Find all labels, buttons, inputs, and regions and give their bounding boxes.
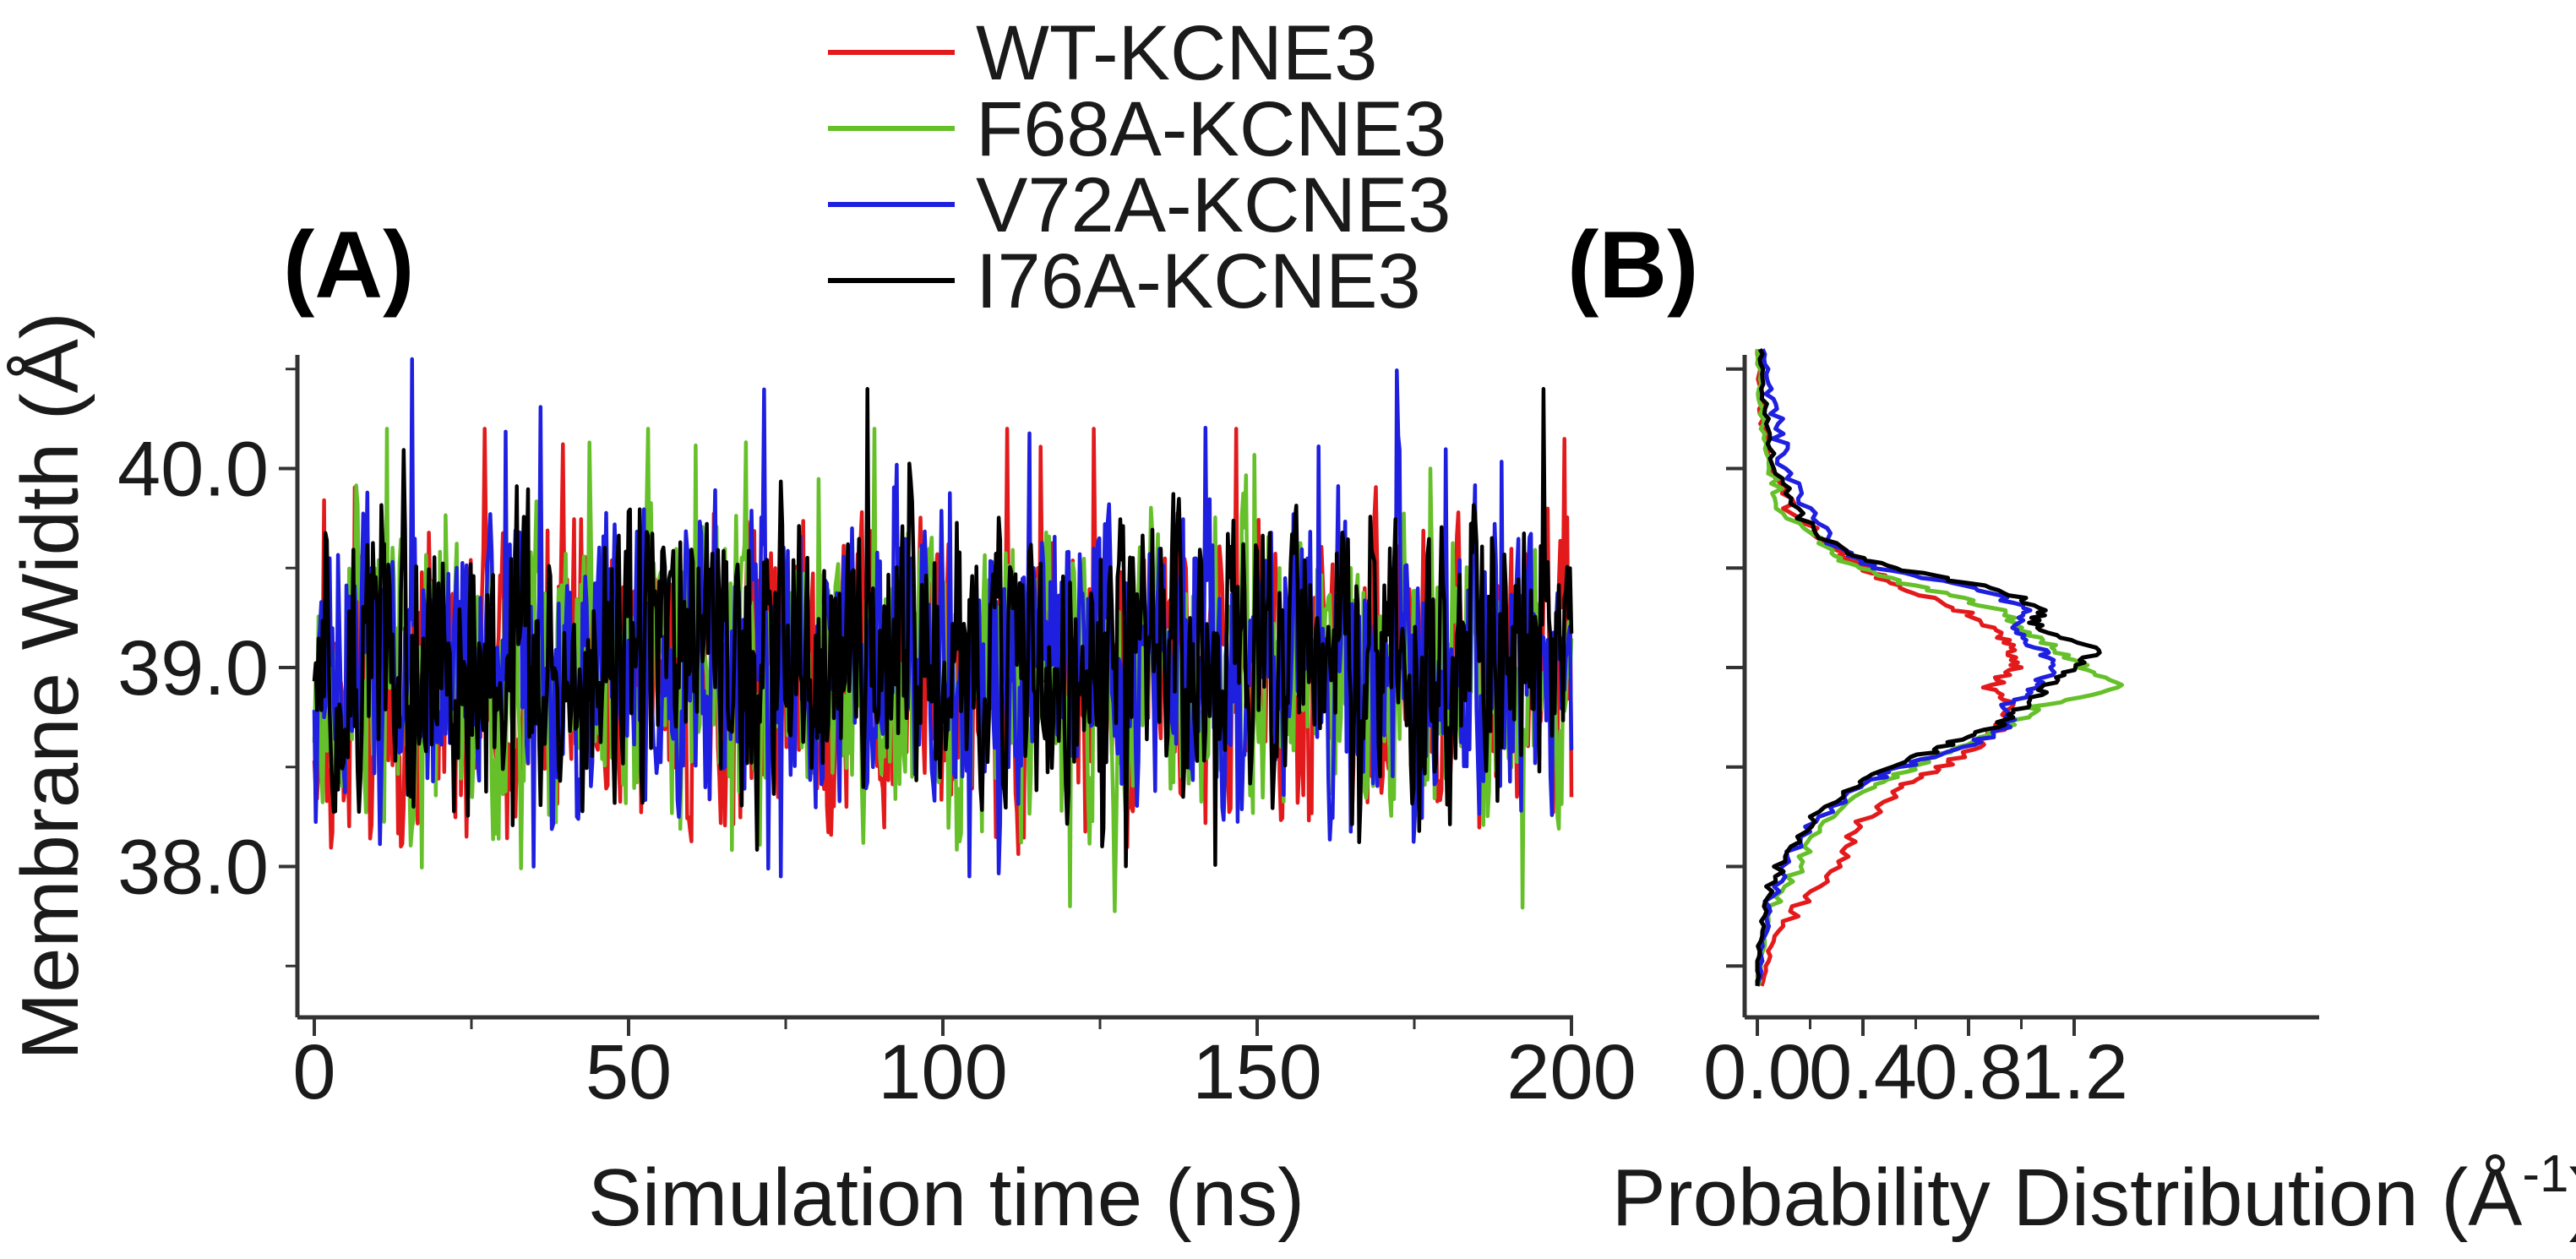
panel-b-series-group (1755, 348, 2124, 988)
panel-a-y-tick-label: 38.0 (117, 825, 269, 911)
panel-a-y-tick-label: 39.0 (117, 625, 269, 711)
panel-a-y-axis-title: Membrane Width (Å) (5, 312, 95, 1060)
panel-b-x-tick-label: 0.0 (1703, 1029, 1811, 1115)
panel-a-x-tick-label: 200 (1506, 1029, 1637, 1115)
panel-a-x-tick-label: 50 (585, 1029, 672, 1115)
legend: WT-KCNE3 F68A-KCNE3 V72A-KCNE3 I76A-KCNE… (828, 10, 1451, 324)
panel-a-series-group (312, 357, 1574, 913)
panel-b-ticks: 0.00.40.81.2 (1703, 367, 2128, 1115)
legend-label-f68a: F68A-KCNE3 (976, 86, 1446, 172)
panel-a-time-series: 0 50 100 150 200 38.0 39.0 40.0 Simulation time… (5, 312, 1637, 1243)
panel-a-x-axis-title: Simulation time (ns) (588, 1153, 1304, 1243)
panel-b-series-line (1755, 348, 2102, 986)
panel-label-a: (A) (283, 212, 414, 318)
panel-b-x-axis-title: Probability Distribution (Å-1) (1612, 1145, 2576, 1243)
panel-a-ticks: 0 50 100 150 200 38.0 39.0 40.0 (117, 368, 1637, 1115)
panel-a-y-tick-label: 40.0 (117, 427, 269, 513)
panel-a-series-line (312, 387, 1574, 869)
panel-a-x-tick-label: 0 (292, 1029, 335, 1115)
panel-b-x-tick-label: 1.2 (2020, 1029, 2128, 1115)
panel-a-x-tick-label: 150 (1192, 1029, 1322, 1115)
panel-b-x-tick-label: 0.4 (1809, 1029, 1917, 1115)
panel-b-x-axis-title-main: Probability Distribution (Å (1612, 1153, 2523, 1243)
panel-label-b: (B) (1567, 212, 1698, 318)
panel-a-x-tick-label: 100 (878, 1029, 1008, 1115)
panel-b-x-tick-label: 0.8 (1914, 1029, 2023, 1115)
panel-b-distribution: 0.00.40.81.2 Probability Distribution (Å… (1612, 348, 2576, 1243)
legend-label-wt: WT-KCNE3 (976, 10, 1377, 96)
panel-b-series-line (1755, 348, 2124, 988)
panel-b-x-axis-title-close: ) (2568, 1153, 2576, 1243)
panel-b-series-line (1755, 348, 2057, 987)
legend-label-v72a: V72A-KCNE3 (976, 162, 1451, 248)
legend-label-i76a: I76A-KCNE3 (976, 238, 1421, 324)
panel-b-series-line (1755, 349, 2024, 987)
panel-b-x-axis-title-sup: -1 (2522, 1145, 2568, 1203)
